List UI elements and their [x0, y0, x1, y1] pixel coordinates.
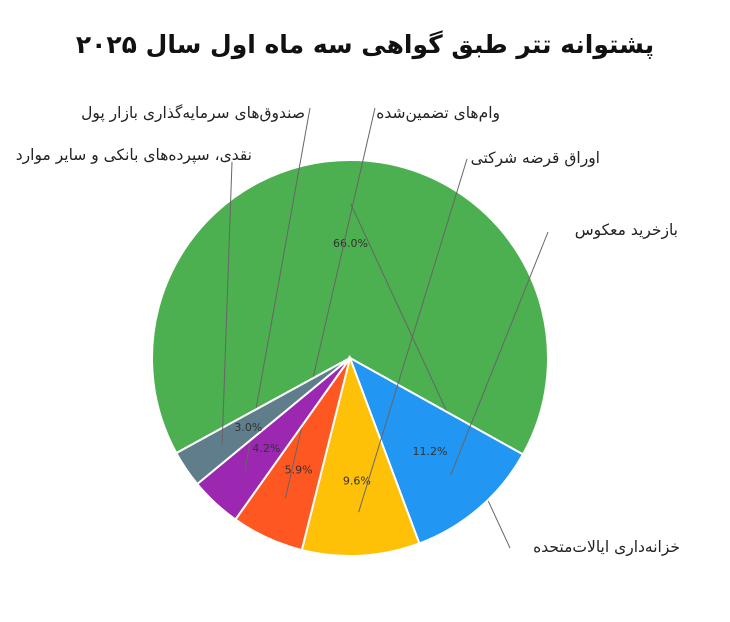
value-label-treasury: 66.0%	[333, 237, 368, 250]
chart-title: پشتوانه تتر طبق گواهی سه ماه اول سال ۲۰۲…	[75, 30, 655, 59]
value-label-corporate-bonds: 9.6%	[343, 475, 371, 488]
callout-label-secured-loans: وام‌های تضمین‌شده	[376, 104, 500, 122]
pie-slice-treasury	[151, 159, 549, 456]
leader-line-reverse-repo	[450, 231, 549, 476]
pie-slice-corporate-bonds	[300, 354, 421, 557]
pie-slice-reverse-repo	[348, 355, 525, 545]
callout-label-reverse-repo: بازخرید معکوس	[574, 221, 678, 239]
leader-line-secured-loans	[284, 107, 376, 499]
leader-line-cash-deposits	[221, 161, 233, 445]
leader-line-corporate-bonds	[358, 158, 468, 513]
value-label-cash-deposits: 3.0%	[234, 421, 262, 434]
pie-slice-cash-deposits	[174, 357, 351, 486]
value-label-secured-loans: 5.9%	[285, 464, 313, 477]
value-label-reverse-repo: 11.2%	[413, 445, 448, 458]
callout-label-treasury: خزانه‌داری ایالات‌متحده	[533, 538, 680, 556]
value-label-money-market-funds: 4.2%	[252, 442, 280, 455]
callout-label-cash-deposits: نقدی، سپرده‌های بانکی و سایر موارد	[15, 146, 252, 164]
callout-label-corporate-bonds: اوراق قرضه شرکتی	[470, 149, 600, 167]
callout-label-money-market-funds: صندوق‌های سرمایه‌گذاری بازار پول	[81, 104, 305, 122]
